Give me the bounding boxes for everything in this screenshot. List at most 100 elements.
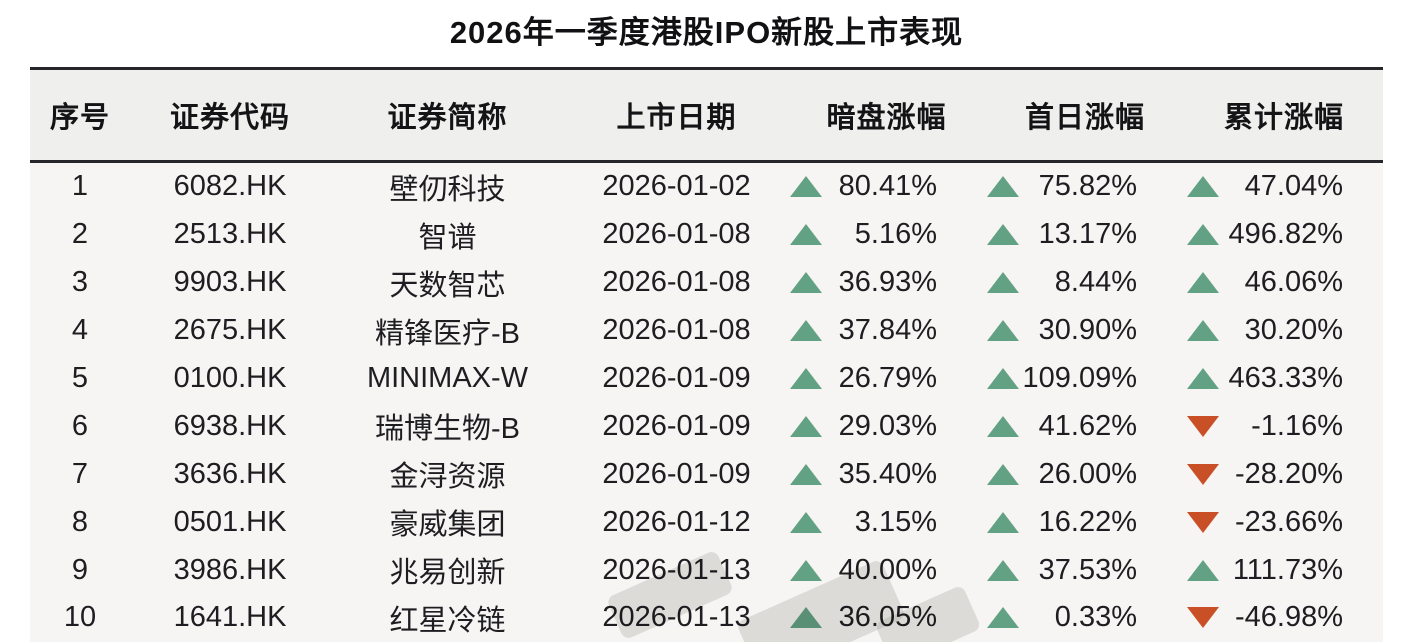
first-day-gain-cell: 37.53%	[985, 554, 1185, 587]
cumulative-gain-value: 111.73%	[1232, 553, 1343, 586]
listing-date: 2026-01-08	[602, 314, 751, 347]
stock-code: 2513.HK	[173, 218, 287, 251]
cumulative-gain-cell: -46.98%	[1185, 601, 1383, 634]
up-triangle-icon	[790, 320, 822, 342]
down-triangle-icon	[1187, 511, 1219, 533]
stock-code: 6082.HK	[173, 170, 287, 203]
listing-date: 2026-01-13	[602, 553, 751, 586]
first-day-gain-cell: 8.44%	[985, 266, 1185, 299]
table-row: 5 0100.HK MINIMAX-W 2026-01-09 26.79% 10…	[30, 355, 1383, 403]
stock-name: 天数智芯	[389, 269, 506, 302]
listing-date: 2026-01-09	[602, 457, 751, 490]
up-triangle-icon	[987, 272, 1019, 294]
cumulative-gain-value: 46.06%	[1244, 266, 1343, 299]
header-col-index: 序号	[49, 102, 110, 134]
first-day-gain-cell: 13.17%	[985, 218, 1185, 251]
first-day-gain-value: 41.62%	[1038, 409, 1137, 442]
row-index: 4	[71, 314, 89, 347]
dark-gain-cell: 80.41%	[788, 170, 985, 203]
up-triangle-icon	[987, 368, 1019, 389]
dark-gain-value: 40.00%	[838, 553, 937, 586]
first-day-gain-value: 8.44%	[1054, 266, 1137, 299]
first-day-gain-value: 0.33%	[1054, 601, 1137, 634]
stock-code: 1641.HK	[173, 601, 287, 634]
up-triangle-icon	[790, 607, 822, 629]
listing-date: 2026-01-08	[602, 266, 751, 299]
table-row: 10 1641.HK 红星冷链 2026-01-13 36.05% 0.33% …	[30, 594, 1383, 642]
first-day-gain-cell: 41.62%	[985, 410, 1185, 443]
first-day-gain-cell: 26.00%	[985, 458, 1185, 491]
header-col-first-day-gain: 首日涨幅	[1024, 102, 1145, 134]
first-day-gain-value: 37.53%	[1038, 553, 1137, 586]
cumulative-gain-cell: -1.16%	[1185, 410, 1383, 443]
dark-gain-cell: 35.40%	[788, 458, 985, 491]
first-day-gain-cell: 75.82%	[985, 170, 1185, 203]
cumulative-gain-cell: 463.33%	[1185, 362, 1383, 395]
listing-date: 2026-01-08	[602, 218, 751, 251]
dark-gain-cell: 40.00%	[788, 554, 985, 587]
table-header-row: 序号 证券代码 证券简称 上市日期 暗盘涨幅 首日涨幅 累计涨幅	[30, 70, 1383, 163]
table-row: 7 3636.HK 金浔资源 2026-01-09 35.40% 26.00% …	[30, 450, 1383, 498]
table-row: 8 0501.HK 豪威集团 2026-01-12 3.15% 16.22% -…	[30, 498, 1383, 546]
stock-name: 智谱	[418, 221, 477, 254]
dark-gain-value: 29.03%	[838, 409, 937, 442]
row-index: 1	[71, 170, 89, 203]
stock-name: 金浔资源	[389, 461, 506, 494]
up-triangle-icon	[790, 224, 822, 246]
up-triangle-icon	[987, 607, 1019, 629]
stock-code: 2675.HK	[173, 314, 287, 347]
dark-gain-value: 5.16%	[854, 218, 937, 251]
table-row: 4 2675.HK 精锋医疗-B 2026-01-08 37.84% 30.90…	[30, 307, 1383, 355]
dark-gain-cell: 36.93%	[788, 266, 985, 299]
cumulative-gain-cell: 46.06%	[1185, 266, 1383, 299]
dark-gain-cell: 5.16%	[788, 218, 985, 251]
cumulative-gain-cell: 47.04%	[1185, 170, 1383, 203]
up-triangle-icon	[987, 176, 1019, 198]
up-triangle-icon	[1187, 559, 1219, 581]
first-day-gain-cell: 16.22%	[985, 506, 1185, 539]
dark-gain-value: 37.84%	[838, 314, 937, 347]
dark-gain-cell: 37.84%	[788, 314, 985, 347]
row-index: 3	[71, 266, 89, 299]
stock-code: 3986.HK	[173, 553, 287, 586]
up-triangle-icon	[1187, 368, 1219, 389]
listing-date: 2026-01-09	[602, 362, 751, 394]
up-triangle-icon	[790, 272, 822, 294]
row-index: 8	[71, 505, 89, 538]
stock-name: 壁仞科技	[389, 173, 506, 206]
row-index: 2	[71, 218, 89, 251]
stock-name: 兆易创新	[389, 557, 506, 590]
row-index: 7	[71, 457, 89, 490]
stock-name: 豪威集团	[389, 509, 506, 542]
listing-date: 2026-01-12	[602, 505, 751, 538]
dark-gain-value: 80.41%	[838, 170, 937, 203]
cumulative-gain-value: 463.33%	[1228, 362, 1344, 394]
ipo-table: 序号 证券代码 证券简称 上市日期 暗盘涨幅 首日涨幅 累计涨幅 1 6082.…	[30, 67, 1383, 642]
header-col-cumulative-gain: 累计涨幅	[1223, 102, 1344, 134]
down-triangle-icon	[1187, 463, 1219, 485]
first-day-gain-cell: 109.09%	[985, 362, 1185, 395]
first-day-gain-value: 16.22%	[1038, 505, 1137, 538]
table-row: 6 6938.HK 瑞博生物-B 2026-01-09 29.03% 41.62…	[30, 402, 1383, 450]
up-triangle-icon	[987, 463, 1019, 485]
cumulative-gain-cell: 496.82%	[1185, 218, 1383, 251]
first-day-gain-value: 75.82%	[1038, 170, 1137, 203]
listing-date: 2026-01-13	[602, 601, 751, 634]
up-triangle-icon	[987, 415, 1019, 437]
first-day-gain-cell: 30.90%	[985, 314, 1185, 347]
listing-date: 2026-01-09	[602, 409, 751, 442]
dark-gain-cell: 29.03%	[788, 410, 985, 443]
listing-date: 2026-01-02	[602, 170, 751, 203]
stock-code: 6938.HK	[173, 409, 287, 442]
cumulative-gain-cell: -23.66%	[1185, 506, 1383, 539]
up-triangle-icon	[1187, 224, 1219, 246]
row-index: 10	[63, 601, 97, 634]
table-row: 3 9903.HK 天数智芯 2026-01-08 36.93% 8.44% 4…	[30, 259, 1383, 307]
cumulative-gain-value: -28.20%	[1234, 457, 1343, 490]
dark-gain-value: 35.40%	[838, 457, 937, 490]
dark-gain-value: 36.05%	[838, 601, 937, 634]
stock-code: 0100.HK	[173, 362, 287, 394]
up-triangle-icon	[790, 559, 822, 581]
up-triangle-icon	[790, 463, 822, 485]
